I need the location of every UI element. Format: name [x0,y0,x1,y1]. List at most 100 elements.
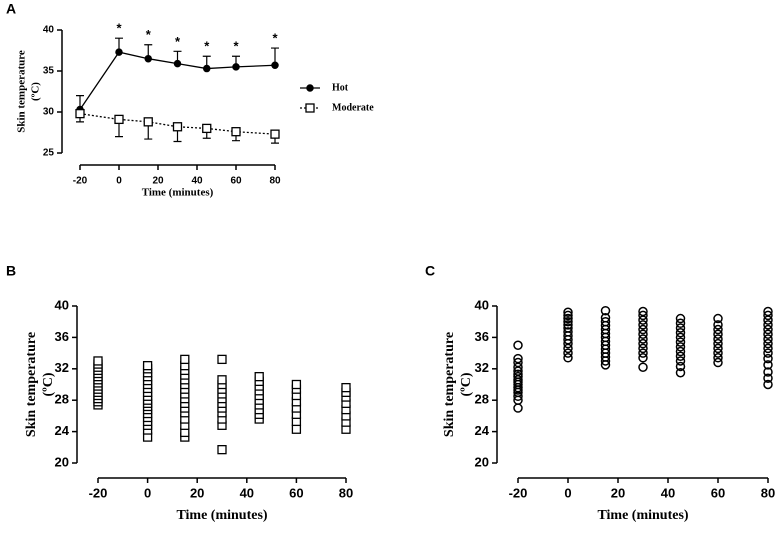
annotation: * [175,34,181,49]
marker [763,348,773,358]
marker [563,323,573,333]
marker [563,348,573,358]
marker [763,367,773,377]
marker [675,323,686,333]
marker [763,373,773,383]
marker [217,445,227,455]
x-tick-label: 60 [711,485,725,500]
annotation: * [233,39,239,54]
marker [763,338,773,349]
marker [675,318,686,329]
x-tick-label: 80 [269,176,281,187]
legend-label: Moderate [332,102,374,113]
marker [713,313,723,324]
y-tick-label: 36 [475,329,489,344]
legend-marker [306,84,314,92]
marker [231,127,241,137]
marker [638,362,648,372]
marker [675,313,686,324]
y-tick-label: 40 [43,25,55,36]
marker [232,63,240,71]
y-axis-label: (ºC) [41,372,56,396]
marker [254,371,264,382]
y-tick-label: 24 [55,423,70,438]
marker [563,307,573,318]
y-tick-label: 40 [475,297,489,312]
x-tick-label: 20 [611,485,625,500]
x-axis-label: Time (minutes) [142,187,214,199]
marker [675,342,686,352]
marker [763,343,773,354]
marker [114,114,124,125]
x-tick-label: 60 [289,485,303,500]
marker [763,329,773,340]
marker [638,353,648,363]
marker [675,351,686,361]
marker [173,59,182,68]
x-axis-label: Time (minutes) [597,508,688,523]
marker [115,48,123,56]
x-tick-label: -20 [509,485,528,500]
marker [638,310,648,321]
marker [563,310,573,321]
x-tick-label: 20 [152,176,164,187]
marker [600,305,611,316]
y-tick-label: 40 [55,297,69,312]
x-tick-label: 0 [564,485,571,500]
panel-label: A [6,1,16,17]
marker [563,327,573,337]
marker [675,327,686,338]
x-tick-label: -20 [89,485,108,500]
marker [144,54,152,63]
marker [638,343,648,354]
y-axis-label: Skin temperature [16,50,28,133]
marker [638,329,648,340]
marker [513,340,523,350]
marker [217,375,227,385]
marker [638,338,648,349]
marker [713,357,723,368]
x-tick-label: 60 [230,176,242,187]
y-axis-label: (ºC) [30,82,42,101]
panel-label: C [425,263,435,279]
marker [202,123,212,134]
y-tick-label: 28 [475,392,489,407]
x-tick-label: 0 [144,485,151,500]
y-tick-label: 25 [43,148,55,159]
marker [675,361,686,372]
marker [563,316,573,327]
y-tick-label: 20 [475,454,489,469]
marker [763,353,773,364]
y-tick-label: 36 [55,329,69,344]
marker [713,338,723,349]
marker [713,348,723,358]
y-axis-label: (ºC) [459,372,474,396]
marker [291,379,302,390]
marker [291,424,302,434]
marker [675,367,686,378]
marker [143,117,153,127]
y-tick-label: 32 [55,360,69,375]
marker [217,354,227,365]
marker [341,382,351,393]
x-tick-label: 80 [339,485,353,500]
marker [513,403,523,413]
marker [713,334,723,344]
marker [638,320,648,330]
legend-marker [305,103,315,113]
marker [763,360,773,370]
marker [203,64,211,73]
x-axis-label: Time (minutes) [176,508,267,523]
y-tick-label: 24 [475,423,490,438]
annotation: * [116,21,122,36]
marker [763,324,773,335]
marker [513,357,523,368]
y-tick-label: 32 [475,360,489,375]
marker [763,334,773,344]
annotation: * [146,27,152,42]
annotation: * [204,39,210,54]
marker [638,324,648,335]
marker [600,313,611,323]
y-tick-label: 30 [43,107,55,118]
marker [142,361,153,371]
